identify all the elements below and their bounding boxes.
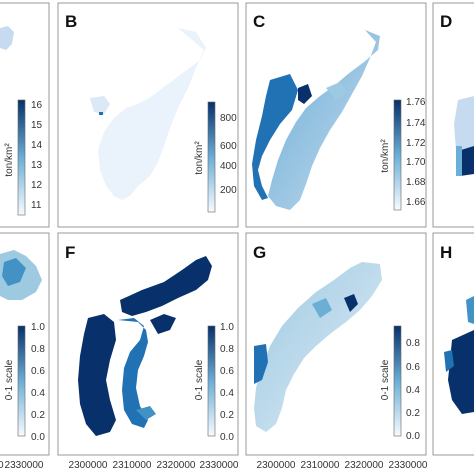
colorbar-b <box>207 101 216 213</box>
panel-d-map-dark <box>460 146 474 176</box>
tick-e-3: 0.4 <box>31 388 45 399</box>
panel-g-colorbar: 0-1 scale 0.8 0.6 0.4 0.2 0.0 <box>380 325 420 442</box>
tick-b-3: 200 <box>220 185 237 196</box>
colorbar-c <box>393 99 402 211</box>
panel-d-letter: D <box>440 12 452 31</box>
tick-e-0: 1.0 <box>31 322 45 333</box>
panel-e: 0-1 scale 1.0 0.8 0.6 0.4 0.2 0.0 0 2330… <box>0 232 50 471</box>
panel-g-letter: G <box>253 243 266 262</box>
tick-b-0: 800 <box>220 113 237 124</box>
panel-d: D <box>432 2 474 228</box>
panel-b-hotspot <box>99 112 103 115</box>
panel-c-map-dark-patch <box>298 84 312 104</box>
colorbar-a <box>17 99 26 216</box>
xtick-f-0: 2300000 <box>69 460 108 471</box>
tick-g-2: 0.4 <box>406 385 420 396</box>
tick-e-1: 0.8 <box>31 344 45 355</box>
panel-h-map-north <box>466 296 474 324</box>
panel-f-letter: F <box>65 243 75 262</box>
panel-e-colorbar: 0-1 scale 1.0 0.8 0.6 0.4 0.2 0.0 <box>4 322 45 443</box>
tick-e-5: 0.0 <box>31 432 45 443</box>
tick-g-4: 0.0 <box>406 431 420 442</box>
colorbar-e <box>17 325 26 437</box>
tick-c-0: 1.76 <box>406 97 426 108</box>
xtick-e-0: 2330000 <box>5 460 44 471</box>
panel-h-map-fringe <box>444 350 454 372</box>
tick-f-4: 0.2 <box>220 410 234 421</box>
xtick-e-partial: 0 <box>0 460 4 471</box>
tick-f-0: 1.0 <box>220 322 234 333</box>
tick-a-1: 15 <box>31 120 43 131</box>
tick-a-5: 11 <box>31 200 42 211</box>
xtick-g-3: 2330000 <box>389 460 428 471</box>
panel-b-colorbar: ton/km² 800 600 400 200 <box>194 101 237 213</box>
panel-h-letter: H <box>440 243 452 262</box>
unit-label-a: ton/km² <box>4 143 15 177</box>
panel-b: B ton/km² 800 600 400 200 <box>57 2 239 228</box>
panel-c: C ton/km² 1.76 1.74 1.72 1.70 1.68 1.66 <box>245 2 427 228</box>
unit-label-b: ton/km² <box>194 141 205 175</box>
panel-f-colorbar: 0-1 scale 1.0 0.8 0.6 0.4 0.2 0.0 <box>194 322 234 443</box>
panel-a-map <box>0 26 14 50</box>
panel-g: G 0-1 scale 0.8 0.6 0.4 0.2 0.0 2300000 … <box>245 232 428 471</box>
tick-g-1: 0.6 <box>406 362 420 373</box>
unit-label-e: 0-1 scale <box>4 359 15 400</box>
tick-a-4: 12 <box>31 180 43 191</box>
panel-h-map <box>448 330 474 414</box>
colorbar-f <box>207 325 216 437</box>
tick-a-2: 14 <box>31 140 43 151</box>
tick-f-2: 0.6 <box>220 366 234 377</box>
panel-a: ton/km² 16 15 14 13 12 11 <box>0 2 50 228</box>
panel-f: F 0-1 scale 1.0 0.8 0.6 0.4 0.2 0.0 2300… <box>57 232 239 471</box>
tick-f-1: 0.8 <box>220 344 234 355</box>
xtick-g-1: 2310000 <box>301 460 340 471</box>
panel-g-map-dark <box>344 294 358 312</box>
tick-f-3: 0.4 <box>220 388 234 399</box>
xtick-f-1: 2310000 <box>113 460 152 471</box>
unit-label-g: 0-1 scale <box>380 359 391 400</box>
panel-b-letter: B <box>65 12 77 31</box>
tick-e-2: 0.6 <box>31 366 45 377</box>
tick-c-5: 1.66 <box>406 197 426 208</box>
panel-f-map-west <box>78 314 116 436</box>
tick-c-1: 1.74 <box>406 118 426 129</box>
unit-label-f: 0-1 scale <box>194 359 205 400</box>
panel-h: H <box>432 232 474 456</box>
tick-c-4: 1.68 <box>406 177 426 188</box>
panel-c-colorbar: ton/km² 1.76 1.74 1.72 1.70 1.68 1.66 <box>380 97 426 211</box>
tick-a-3: 13 <box>31 160 43 171</box>
tick-b-1: 600 <box>220 141 237 152</box>
panel-b-map <box>98 28 206 200</box>
tick-b-2: 400 <box>220 161 237 172</box>
tick-c-3: 1.70 <box>406 157 426 168</box>
tick-f-5: 0.0 <box>220 432 234 443</box>
xtick-f-2: 2320000 <box>157 460 196 471</box>
panel-f-map-island <box>150 314 176 334</box>
tick-g-3: 0.2 <box>406 408 420 419</box>
panel-c-map-light-patch <box>326 82 346 100</box>
panel-e-map-inner <box>2 258 26 286</box>
panel-f-map-channel <box>118 318 148 428</box>
xtick-f-3: 2330000 <box>200 460 239 471</box>
tick-c-2: 1.72 <box>406 138 426 149</box>
panel-g-map-west <box>254 344 268 384</box>
tick-g-0: 0.8 <box>406 338 420 349</box>
panel-b-map-patch <box>90 96 110 114</box>
tick-a-0: 16 <box>31 100 43 111</box>
xtick-g-0: 2300000 <box>257 460 296 471</box>
unit-label-c: ton/km² <box>380 139 391 173</box>
panel-g-map-mid <box>312 298 332 318</box>
xtick-g-2: 2320000 <box>345 460 384 471</box>
tick-e-4: 0.2 <box>31 410 45 421</box>
panel-d-map-mid <box>456 146 462 176</box>
panel-c-map-west <box>252 74 298 200</box>
panel-f-map-north <box>120 256 212 316</box>
panel-a-colorbar: ton/km² 16 15 14 13 12 11 <box>4 99 43 216</box>
panel-c-letter: C <box>253 12 265 31</box>
panel-f-map-south <box>136 406 156 420</box>
colorbar-g <box>393 325 402 437</box>
panel-c-map <box>268 30 380 210</box>
